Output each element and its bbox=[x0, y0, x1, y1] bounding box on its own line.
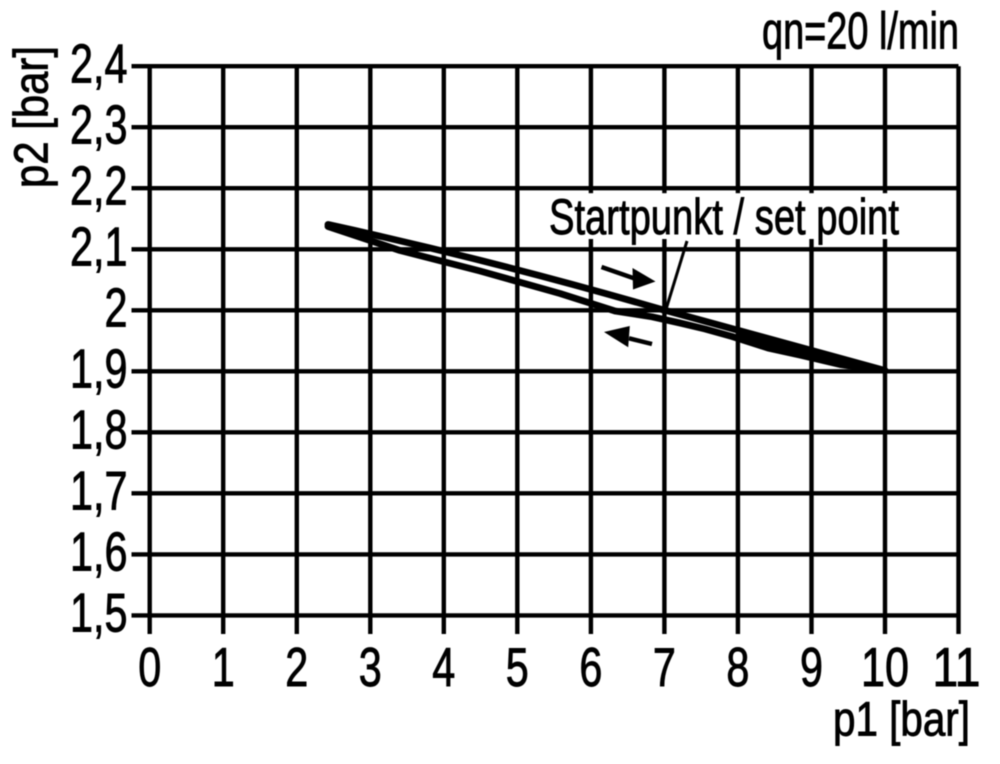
svg-text:2,3: 2,3 bbox=[70, 95, 128, 156]
svg-text:2: 2 bbox=[105, 278, 128, 339]
svg-text:1,9: 1,9 bbox=[70, 339, 128, 400]
svg-text:5: 5 bbox=[506, 637, 529, 698]
svg-text:2,2: 2,2 bbox=[70, 156, 128, 217]
svg-text:6: 6 bbox=[579, 637, 602, 698]
svg-text:3: 3 bbox=[359, 637, 382, 698]
svg-text:8: 8 bbox=[726, 637, 749, 698]
svg-text:2: 2 bbox=[285, 637, 308, 698]
svg-text:1: 1 bbox=[212, 637, 235, 698]
svg-text:1,8: 1,8 bbox=[70, 400, 128, 461]
svg-text:qn=20 l/min: qn=20 l/min bbox=[762, 3, 959, 61]
svg-text:7: 7 bbox=[653, 637, 676, 698]
svg-text:10: 10 bbox=[861, 637, 909, 698]
svg-text:p2 [bar]: p2 [bar] bbox=[5, 46, 59, 188]
svg-text:2,4: 2,4 bbox=[70, 34, 128, 95]
svg-text:11: 11 bbox=[933, 637, 981, 698]
svg-text:4: 4 bbox=[432, 637, 455, 698]
svg-text:p1 [bar]: p1 [bar] bbox=[833, 693, 970, 747]
svg-text:1,5: 1,5 bbox=[70, 583, 128, 644]
svg-text:Startpunkt / set point: Startpunkt / set point bbox=[549, 188, 899, 245]
svg-text:0: 0 bbox=[138, 637, 161, 698]
svg-text:9: 9 bbox=[800, 637, 823, 698]
svg-text:1,6: 1,6 bbox=[70, 522, 128, 583]
svg-text:2,1: 2,1 bbox=[70, 217, 128, 278]
svg-text:1,7: 1,7 bbox=[70, 461, 128, 522]
